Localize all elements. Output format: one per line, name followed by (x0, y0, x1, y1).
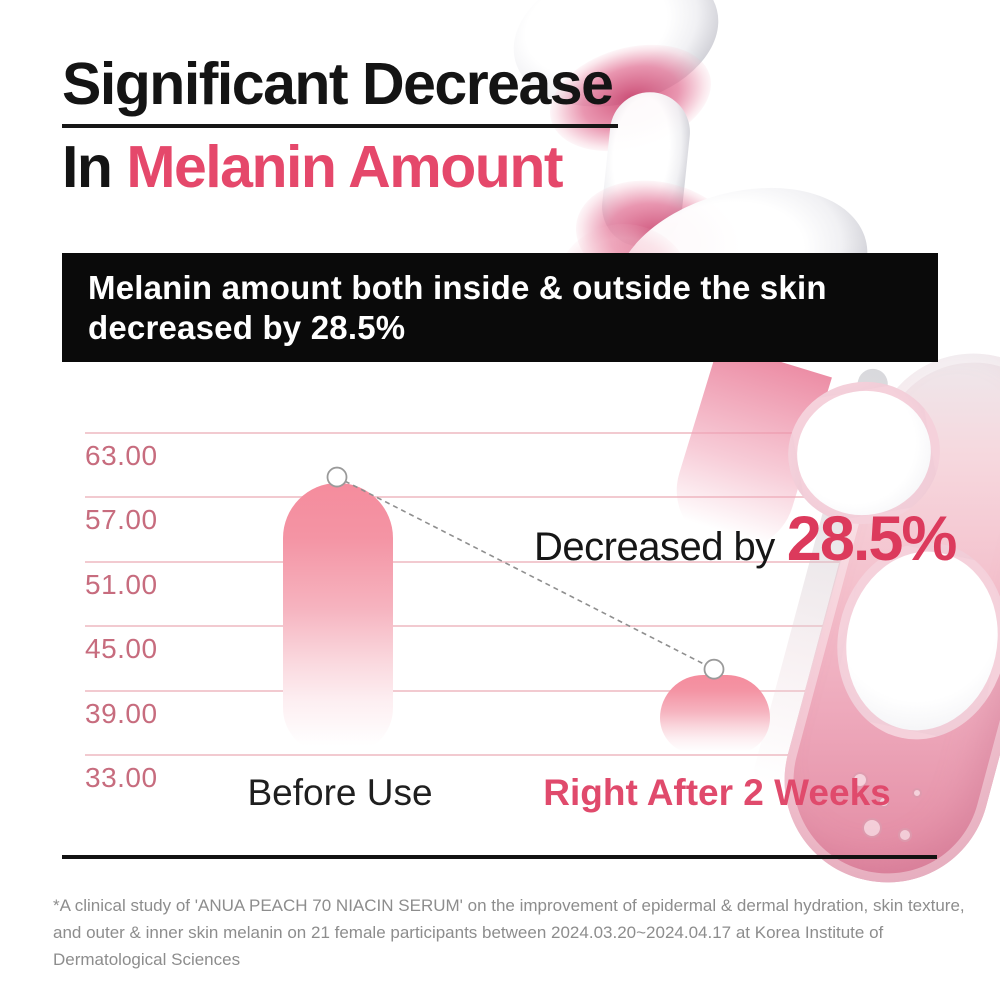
title-line2-prefix: In (62, 133, 127, 200)
ampoule-mini-bubble-2 (878, 796, 890, 808)
ytick-label-45: 45.00 (85, 633, 158, 665)
title-line-2: In Melanin Amount (62, 133, 618, 200)
category-label-1: Before Use (247, 772, 433, 813)
claim-banner-line-1: Melanin amount both inside & outside the… (88, 269, 827, 306)
decrease-annotation-text: Decreased by (534, 525, 775, 569)
ytick-label-51: 51.00 (85, 568, 158, 600)
decrease-annotation-value: 28.5% (786, 504, 958, 574)
ampoule-mini-bubble-5 (912, 788, 922, 798)
gridline-33 (85, 754, 952, 756)
ytick-label-33: 33.00 (85, 762, 158, 793)
decrease-annotation: Decreased by 28.5% (534, 503, 958, 575)
ampoule-mini-bubble-1 (852, 772, 868, 788)
ytick-label-63: 63.00 (85, 440, 158, 471)
clinical-study-footnote: *A clinical study of 'ANUA PEACH 70 NIAC… (53, 892, 1000, 973)
gridline-63 (85, 432, 952, 434)
gridline-39 (85, 689, 952, 692)
ampoule-mini-bubble-3 (862, 818, 882, 838)
footnote-line-1: *A clinical study of 'ANUA PEACH 70 NIAC… (53, 896, 965, 915)
title-line2-highlight: Melanin Amount (126, 133, 563, 200)
title-line-1: Significant Decrease (62, 53, 619, 128)
page-title: Significant Decrease In Melanin Amount (62, 53, 619, 200)
footer-divider (62, 855, 937, 859)
claim-banner: Melanin amount both inside & outside the… (62, 253, 938, 362)
ampoule-mini-bubble-4 (898, 828, 912, 842)
ytick-label-57: 57.00 (85, 504, 158, 536)
claim-banner-line-2: decreased by 28.5% (88, 309, 406, 346)
category-label-2: Right After 2 Weeks (543, 772, 891, 813)
footnote-line-2: and outer & inner skin melanin on 21 fem… (53, 923, 884, 969)
bar-right-after-2-weeks (660, 675, 770, 754)
ytick-label-39: 39.00 (85, 697, 158, 729)
